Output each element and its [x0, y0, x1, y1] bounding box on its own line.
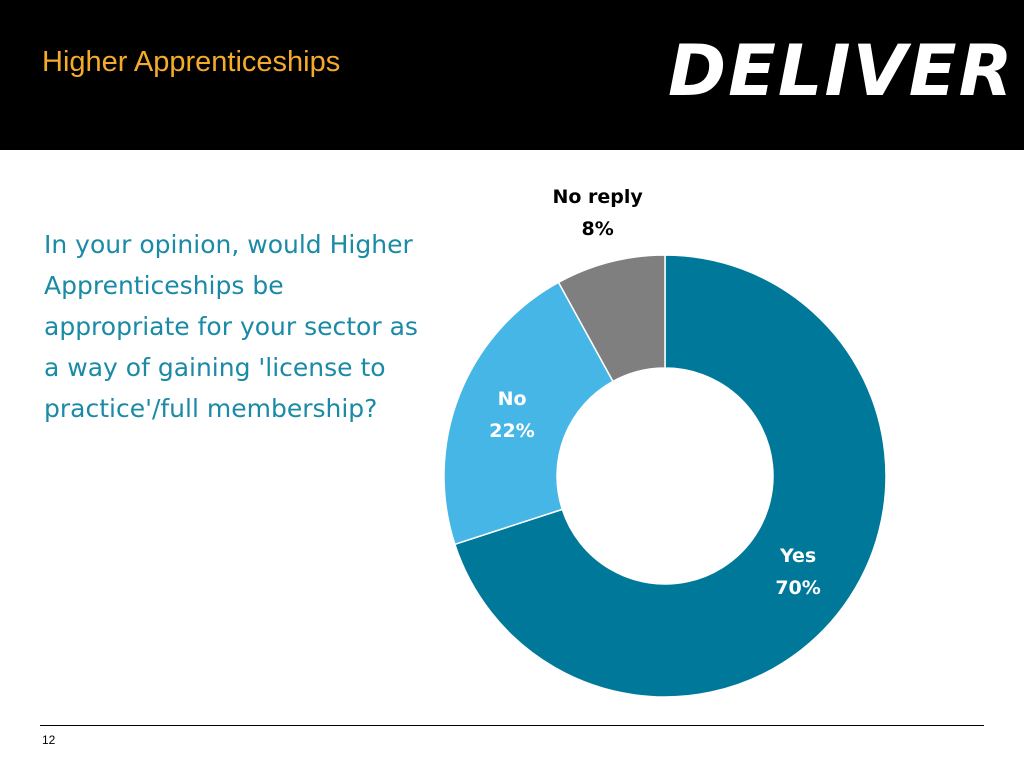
value-label: 8%: [581, 218, 613, 240]
donut-segment: [443, 281, 614, 546]
question-text: In your opinion, would Higher Apprentice…: [44, 230, 418, 423]
slide-title: Higher Apprenticeships: [42, 46, 341, 78]
value-label: 70%: [775, 577, 820, 599]
page-number: 12: [42, 733, 56, 747]
value-label: 22%: [489, 420, 534, 442]
segment-label: No reply: [552, 186, 643, 208]
donut-segment: [557, 254, 666, 383]
donut-segment: [453, 254, 887, 698]
logo: DELIVER: [668, 30, 1015, 112]
header-band: Higher Apprenticeships DELIVER: [0, 0, 1024, 150]
segment-label: No: [498, 388, 527, 410]
footer-rule: [40, 725, 984, 726]
segment-label: Yes: [779, 545, 816, 567]
